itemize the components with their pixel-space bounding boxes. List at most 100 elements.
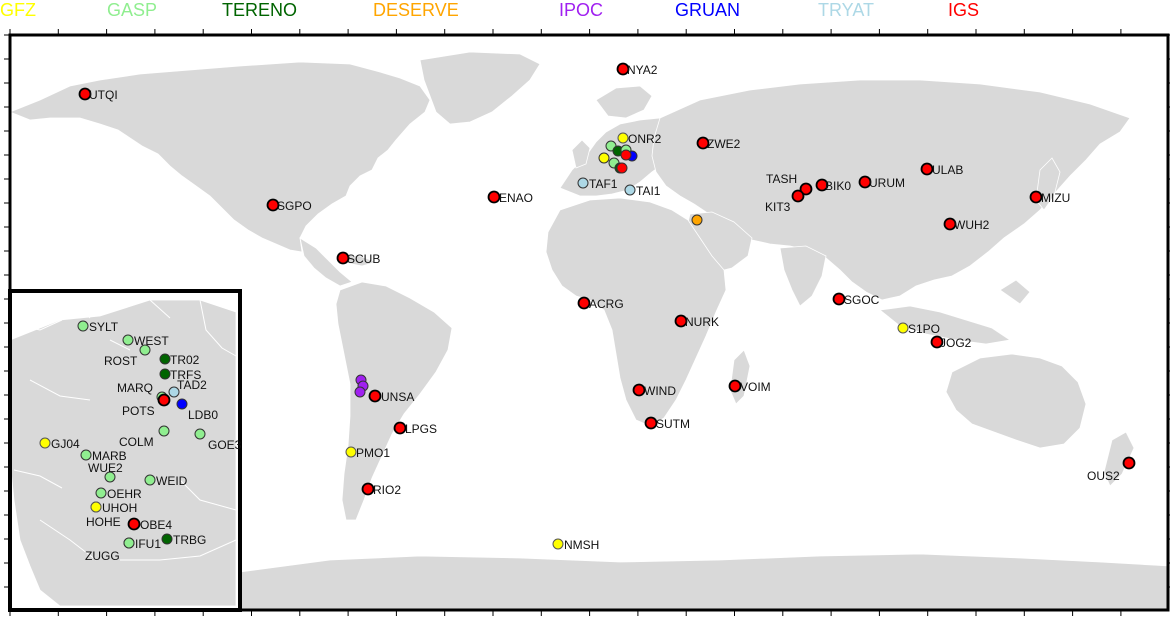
world-marker-nurk[interactable]	[674, 314, 688, 328]
cluster-marker[interactable]	[691, 214, 703, 226]
world-marker-pmo1[interactable]	[345, 446, 357, 458]
inset-label-goe3: GOE3	[208, 438, 242, 452]
inset-marker-gj04[interactable]	[39, 437, 51, 449]
inset-label-obe4: OBE4	[140, 518, 172, 532]
legend-ipoc: IPOC	[559, 0, 603, 20]
world-label-pmo1: PMO1	[356, 446, 390, 460]
world-marker-wuh2[interactable]	[943, 217, 957, 231]
world-marker-sutm[interactable]	[644, 416, 658, 430]
inset-marker-tr02[interactable]	[159, 353, 171, 365]
legend-deserve: DESERVE	[373, 0, 459, 20]
world-marker-lpgs[interactable]	[393, 421, 407, 435]
world-marker-voim[interactable]	[728, 379, 742, 393]
world-marker-unsa[interactable]	[368, 389, 382, 403]
inset-marker-weid[interactable]	[144, 474, 156, 486]
inset-marker-trfs[interactable]	[159, 368, 171, 380]
world-marker-nya2[interactable]	[616, 62, 630, 76]
world-marker-taf1[interactable]	[577, 177, 589, 189]
inset-label-sylt: SYLT	[89, 320, 119, 334]
world-marker-wind[interactable]	[632, 383, 646, 397]
inset-label-ldb0: LDB0	[188, 408, 218, 422]
inset-marker-oehr[interactable]	[95, 487, 107, 499]
world-marker-urum[interactable]	[858, 175, 872, 189]
inset-landmass	[9, 299, 237, 607]
inset-marker-wue2[interactable]	[104, 471, 116, 483]
world-label-nya2: NYA2	[627, 63, 658, 77]
inset-label-trbg: TRBG	[173, 533, 206, 547]
inset-label-colm: COLM	[119, 435, 154, 449]
cluster-marker[interactable]	[354, 386, 366, 398]
world-label-ulab: ULAB	[932, 163, 963, 177]
world-marker-onr2[interactable]	[617, 132, 629, 144]
inset-marker-obe4[interactable]	[127, 517, 141, 531]
world-label-tai1: TAI1	[636, 184, 661, 198]
world-label-nmsh: NMSH	[564, 538, 599, 552]
world-label-lpgs: LPGS	[405, 422, 437, 436]
world-marker-zwe2[interactable]	[696, 136, 710, 150]
world-marker-sgpo[interactable]	[266, 198, 280, 212]
world-marker-ulab[interactable]	[920, 162, 934, 176]
inset-marker-marb[interactable]	[80, 449, 92, 461]
inset-label-hohe: HOHE	[86, 515, 121, 529]
world-marker-rio2[interactable]	[361, 482, 375, 496]
inset-marker-sylt[interactable]	[77, 320, 89, 332]
world-marker-acrg[interactable]	[577, 296, 591, 310]
inset-label-tad2: TAD2	[177, 378, 207, 392]
inset-marker-tad2[interactable]	[168, 386, 180, 398]
world-label-nurk: NURK	[685, 315, 719, 329]
legend-tereno: TERENO	[222, 0, 297, 20]
inset-label-west: WEST	[134, 334, 169, 348]
world-landmass	[8, 51, 1170, 611]
inset-marker-west[interactable]	[122, 334, 134, 346]
inset-borders	[11, 299, 237, 561]
inset-label-marq: MARQ	[117, 381, 153, 395]
world-marker-enao[interactable]	[487, 190, 501, 204]
world-marker-utqi[interactable]	[78, 87, 92, 101]
world-label-onr2: ONR2	[628, 132, 662, 146]
network-legend: GFZ GASP TERENO DESERVE IPOC GRUAN TRYAT…	[0, 0, 979, 20]
world-label-zwe2: ZWE2	[707, 137, 741, 151]
world-marker-nmsh[interactable]	[552, 538, 564, 550]
world-label-scub: SCUB	[347, 252, 380, 266]
inset-label-weid: WEID	[156, 474, 188, 488]
inset-frame	[8, 289, 242, 612]
cluster-marker[interactable]	[598, 152, 610, 164]
legend-igs: IGS	[948, 0, 979, 20]
world-marker-bik0[interactable]	[815, 178, 829, 192]
inset-marker-rost[interactable]	[139, 344, 151, 356]
world-marker-sgoc[interactable]	[832, 292, 846, 306]
inset-marker-colm[interactable]	[158, 425, 170, 437]
world-label-utqi: UTQI	[89, 88, 118, 102]
inset-marker-pots[interactable]	[157, 393, 171, 407]
world-marker-s1po[interactable]	[897, 322, 909, 334]
legend-tryat: TRYAT	[818, 0, 874, 20]
world-marker-scub[interactable]	[336, 251, 350, 265]
world-label-unsa: UNSA	[381, 390, 414, 404]
world-marker-mizu[interactable]	[1029, 190, 1043, 204]
inset-label-marb: MARB	[92, 449, 127, 463]
world-label-urum: URUM	[869, 176, 905, 190]
inset-marker-hohe[interactable]	[90, 501, 102, 513]
inset-marker-zugg[interactable]	[123, 537, 135, 549]
world-label-wuh2: WUH2	[954, 218, 990, 232]
inset-marker-trbg[interactable]	[161, 533, 173, 545]
inset-marker-ldb0[interactable]	[176, 398, 188, 410]
world-label-tash: TASH	[766, 172, 797, 186]
world-label-taf1: TAF1	[589, 177, 618, 191]
world-label-acrg: ACRG	[589, 297, 624, 311]
inset-marker-goe3[interactable]	[194, 428, 206, 440]
world-marker-tash[interactable]	[799, 182, 813, 196]
world-marker-tai1[interactable]	[624, 184, 636, 196]
world-label-bik0: BIK0	[825, 179, 851, 193]
legend-gfz: GFZ	[0, 0, 36, 20]
inset-label-wue2: WUE2	[88, 461, 123, 475]
world-label-voim: VOIM	[740, 380, 771, 394]
cluster-marker[interactable]	[620, 149, 632, 161]
world-marker-kit3[interactable]	[791, 189, 805, 203]
inset-label-tr02: TR02	[170, 353, 200, 367]
world-marker-ous2[interactable]	[1122, 456, 1136, 470]
world-marker-jog2[interactable]	[930, 335, 944, 349]
cluster-marker[interactable]	[616, 162, 628, 174]
